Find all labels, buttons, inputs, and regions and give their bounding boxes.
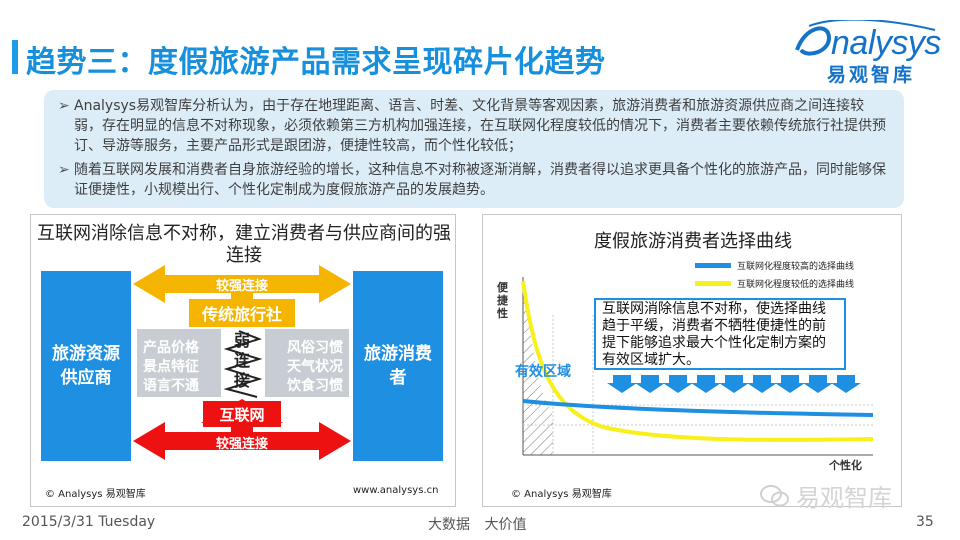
agency-bar xyxy=(189,299,295,327)
summary-bullet: ➢ Analysys易观智库分析认为，由于存在地理距离、语言、时差、文化背景等客… xyxy=(58,96,890,156)
analysys-logo: nalysys 易观智库 xyxy=(795,20,945,90)
internet-bar xyxy=(203,401,281,427)
downward-arrows xyxy=(607,375,861,393)
consumer-box: 旅游消费者 xyxy=(353,271,443,461)
arrow-right-icon: ➢ xyxy=(58,162,70,178)
legend-item-high: 互联网化程度较高的选择曲线 xyxy=(695,259,854,272)
supplier-factors-box: 产品价格 景点特征 语言不通 xyxy=(137,329,221,397)
factor-item: 景点特征 xyxy=(143,359,199,375)
legend-label: 互联网化程度较低的选择曲线 xyxy=(737,280,855,290)
factor-item: 饮食习惯 xyxy=(287,378,343,394)
footer-date: 2015/3/31 Tuesday xyxy=(22,514,156,530)
title-accent-bar xyxy=(12,40,18,74)
internet-label: 互联网 xyxy=(219,406,265,424)
weak-link-label: 弱连接 xyxy=(233,331,250,390)
factor-item: 天气状况 xyxy=(287,359,343,375)
watermark: 易观智库 xyxy=(760,478,892,513)
logo-word: nalysys xyxy=(831,24,941,62)
page-number: 35 xyxy=(916,514,934,530)
legend-label: 互联网化程度较高的选择曲线 xyxy=(737,262,855,272)
consumer-factors-box: 风俗习惯 天气状况 饮食习惯 xyxy=(265,329,349,397)
connection-diagram-panel: 互联网消除信息不对称，建立消费者与供应商间的强连接 旅游资源供应商 旅游消费者 … xyxy=(30,214,456,507)
summary-box: ➢ Analysys易观智库分析认为，由于存在地理距离、语言、时差、文化背景等客… xyxy=(44,90,904,208)
bottom-double-arrow xyxy=(133,422,351,460)
arrow-right-icon: ➢ xyxy=(58,98,70,114)
curve-callout: 互联网消除信息不对称，使选择曲线趋于平缓，消费者不牺牲便捷性的前提下能够追求最大… xyxy=(594,298,846,370)
factor-item: 产品价格 xyxy=(143,340,199,356)
weak-link-zigzag xyxy=(223,330,263,398)
legend-swatch xyxy=(695,281,731,286)
high-internet-curve xyxy=(522,399,874,417)
copyright-text: © Analysys 易观智库 xyxy=(511,489,612,500)
y-axis-label: 便捷性 xyxy=(497,281,508,320)
top-arrow-label: 较强连接 xyxy=(215,279,268,294)
legend-swatch xyxy=(695,263,731,268)
diagram-arrows xyxy=(133,265,351,460)
website-url: www.analysys.cn xyxy=(353,485,439,496)
curve-title: 度假旅游消费者选择曲线 xyxy=(594,231,792,252)
x-axis-label: 个性化 xyxy=(829,459,862,472)
traditional-agency-label: 传统旅行社 xyxy=(201,305,282,324)
factor-item: 风俗习惯 xyxy=(287,340,343,356)
footer-slogan: 大数据 大价值 xyxy=(428,517,527,533)
bottom-arrow-label: 较强连接 xyxy=(215,437,268,452)
summary-bullet-text: 随着互联网发展和消费者自身旅游经验的增长，这种信息不对称被逐渐消解，消费者得以追… xyxy=(74,162,886,198)
summary-bullet: ➢ 随着互联网发展和消费者自身旅游经验的增长，这种信息不对称被逐渐消解，消费者得… xyxy=(58,160,890,200)
top-double-arrow xyxy=(133,265,351,303)
logo-swoosh-icon xyxy=(795,20,936,56)
page-title: 趋势三：度假旅游产品需求呈现碎片化趋势 xyxy=(26,45,606,80)
effective-area-label: 有效区域 xyxy=(515,364,571,380)
choice-curve-chart xyxy=(521,277,874,456)
watermark-text: 易观智库 xyxy=(796,484,892,512)
legend-item-low: 互联网化程度较低的选择曲线 xyxy=(695,277,854,290)
wechat-icon xyxy=(760,484,789,506)
low-internet-curve xyxy=(521,280,874,442)
effective-area-hatch xyxy=(523,281,553,455)
copyright-text: © Analysys 易观智库 xyxy=(45,489,146,500)
diagram-title: 互联网消除信息不对称，建立消费者与供应商间的强连接 xyxy=(37,223,451,266)
summary-bullet-text: Analysys易观智库分析认为，由于存在地理距离、语言、时差、文化背景等客观因… xyxy=(74,98,886,154)
logo-chinese: 易观智库 xyxy=(827,64,916,86)
supplier-box: 旅游资源供应商 xyxy=(41,271,131,461)
factor-item: 语言不通 xyxy=(143,378,199,394)
